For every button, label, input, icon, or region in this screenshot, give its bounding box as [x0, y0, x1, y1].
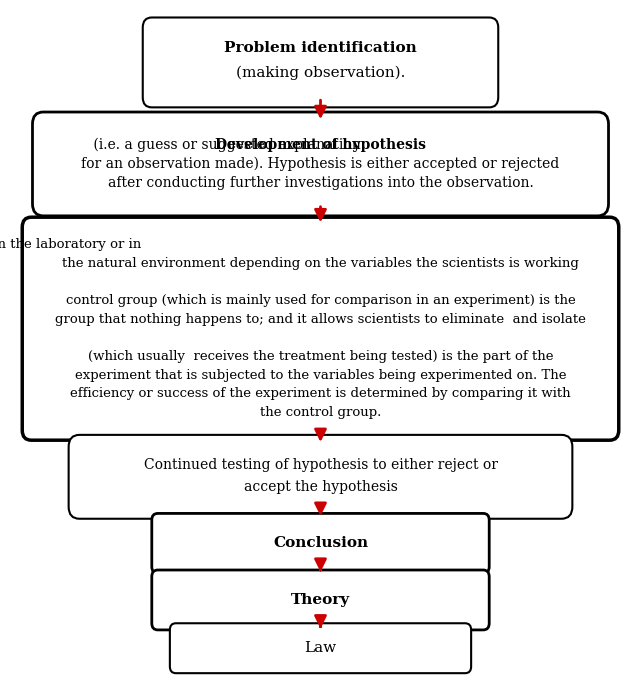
Text: group that nothing happens to; and it allows scientists to eliminate  and isolat: group that nothing happens to; and it al…: [55, 313, 586, 326]
Text: for an observation made). Hypothesis is either accepted or rejected: for an observation made). Hypothesis is …: [81, 157, 560, 171]
Text: Conclusion: Conclusion: [273, 536, 368, 550]
Text: the control group.: the control group.: [260, 406, 381, 419]
FancyBboxPatch shape: [152, 514, 489, 573]
Text: after conducting further investigations into the observation.: after conducting further investigations …: [108, 176, 533, 189]
Text: efficiency or success of the experiment is determined by comparing it with: efficiency or success of the experiment …: [70, 387, 571, 400]
Text: (making observation).: (making observation).: [236, 66, 405, 81]
FancyBboxPatch shape: [170, 623, 471, 673]
Text: accept the hypothesis: accept the hypothesis: [244, 480, 397, 494]
FancyBboxPatch shape: [69, 435, 572, 518]
Text: Experiment can be carried out in the laboratory or in: Experiment can be carried out in the lab…: [0, 238, 141, 251]
Text: Theory: Theory: [291, 593, 350, 607]
Text: experiment that is subjected to the variables being experimented on. The: experiment that is subjected to the vari…: [75, 369, 566, 382]
Text: the natural environment depending on the variables the scientists is working: the natural environment depending on the…: [62, 257, 579, 270]
FancyBboxPatch shape: [152, 570, 489, 630]
FancyBboxPatch shape: [143, 17, 498, 108]
Text: (i.e. a guess or suggested explanation: (i.e. a guess or suggested explanation: [88, 138, 360, 153]
Text: (which usually  receives the treatment being tested) is the part of the: (which usually receives the treatment be…: [88, 350, 553, 363]
Text: control group (which is mainly used for comparison in an experiment) is the: control group (which is mainly used for …: [65, 294, 576, 307]
Text: Law: Law: [304, 641, 337, 655]
FancyBboxPatch shape: [33, 112, 608, 216]
Text: Continued testing of hypothesis to either reject or: Continued testing of hypothesis to eithe…: [144, 458, 497, 472]
Text: Development of hypothesis: Development of hypothesis: [215, 138, 426, 152]
Text: Problem identification: Problem identification: [224, 41, 417, 55]
FancyBboxPatch shape: [22, 217, 619, 440]
